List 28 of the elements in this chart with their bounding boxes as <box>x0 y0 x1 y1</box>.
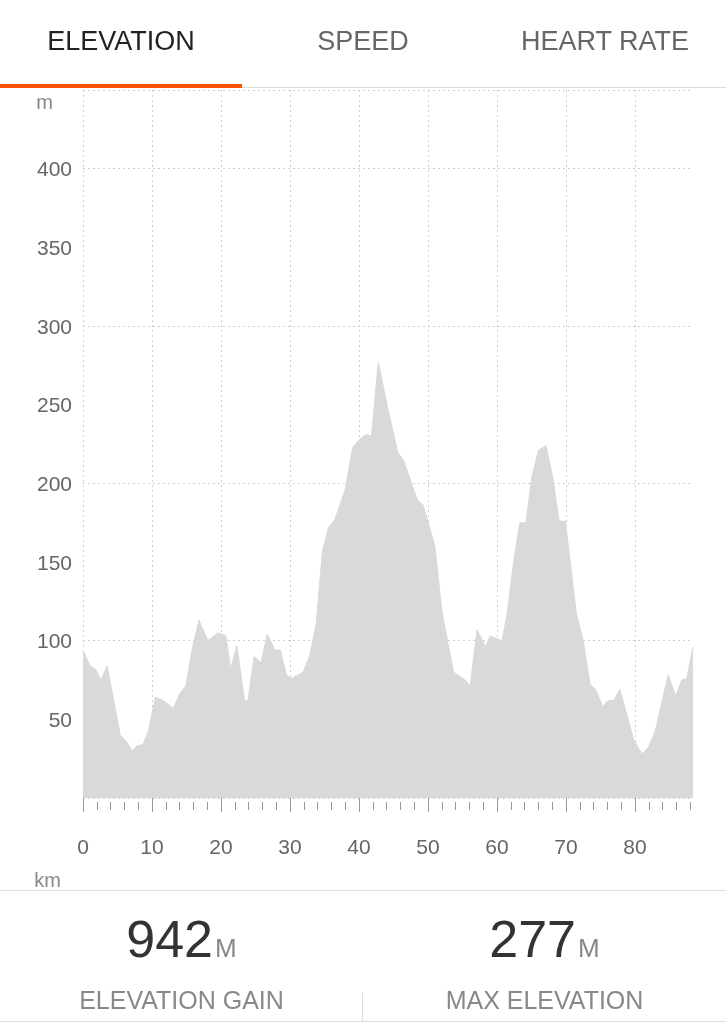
x-axis-title: km <box>34 869 61 891</box>
y-tick-label: 400 <box>36 157 72 181</box>
text: HEART RATE <box>520 26 690 56</box>
x-tick-label: 40 <box>347 835 371 858</box>
y-tick-label: 300 <box>36 314 72 338</box>
x-tick-label: 50 <box>416 835 440 858</box>
y-tick-label: 250 <box>36 393 72 417</box>
x-tick-label: 80 <box>623 835 647 858</box>
y-axis-title: m <box>36 91 53 113</box>
y-tick-label: 200 <box>36 471 72 495</box>
y-tick-label: 50 <box>48 707 72 731</box>
y-tick-label: 100 <box>36 629 72 653</box>
x-tick-label: 0 <box>77 835 89 858</box>
text: M <box>578 933 600 963</box>
x-tick-label: 10 <box>140 835 164 858</box>
text: SPEED <box>317 26 409 56</box>
x-tick-label: 70 <box>554 835 578 858</box>
text: M <box>215 933 237 963</box>
x-tick-label: 20 <box>209 835 233 858</box>
text: 942 <box>126 910 214 968</box>
x-tick-label: 30 <box>278 835 302 858</box>
text: 277 <box>489 910 577 968</box>
y-tick-label: 150 <box>36 550 72 574</box>
chart-title: ELEVATION <box>47 26 195 56</box>
x-tick-label: 60 <box>485 835 509 858</box>
text: MAX ELEVATION <box>444 986 645 1015</box>
y-tick-label: 350 <box>36 235 72 259</box>
text: ELEVATION GAIN <box>78 986 285 1015</box>
